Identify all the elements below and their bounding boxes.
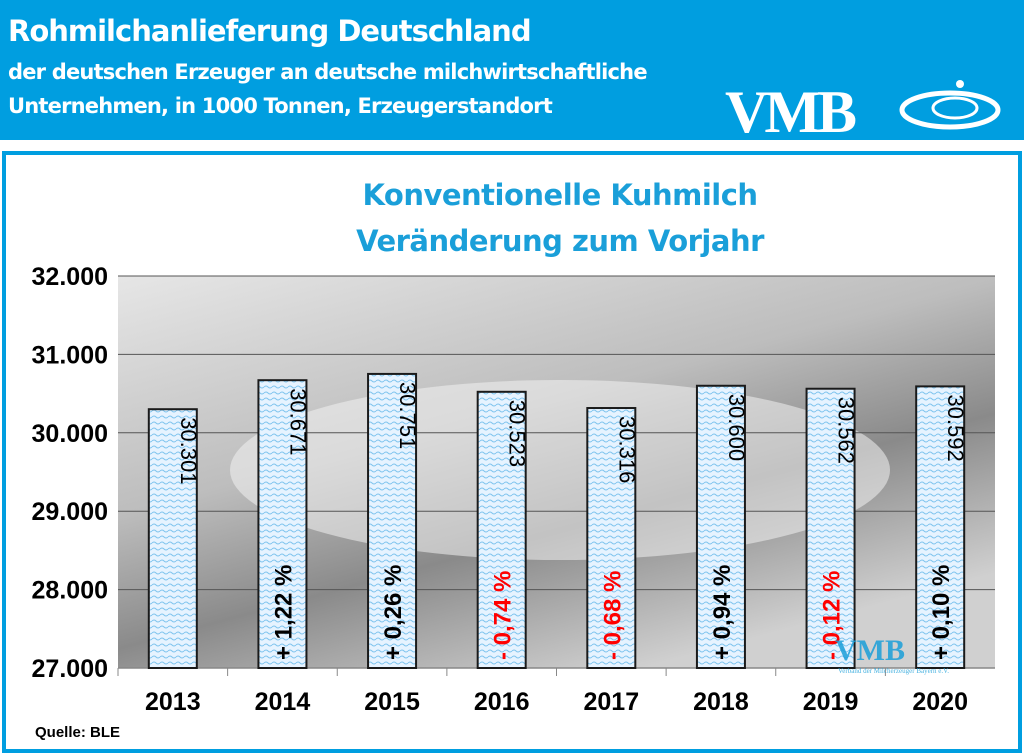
- source-note: Quelle: BLE: [35, 724, 121, 741]
- change-label: - 0,74 %: [490, 571, 517, 660]
- x-tick-label: 2016: [474, 688, 530, 716]
- change-label: - 0,12 %: [819, 571, 846, 660]
- value-label: 30.751: [395, 382, 420, 449]
- header-title: Rohmilchanlieferung Deutschland: [8, 14, 532, 48]
- y-tick-label: 27.000: [32, 655, 108, 683]
- y-tick-label: 30.000: [32, 420, 108, 448]
- bar-2020: [915, 385, 966, 669]
- logo-swirl-icon: [899, 80, 1001, 130]
- x-tick-label: 2014: [255, 688, 311, 716]
- bar-2019: [805, 387, 856, 669]
- watermark-logo: VMB: [835, 634, 905, 667]
- bar-2014: [257, 379, 308, 669]
- header: Rohmilchanlieferung Deutschland der deut…: [0, 0, 1024, 142]
- value-label: 30.316: [614, 416, 639, 483]
- y-tick-label: 32.000: [32, 263, 108, 291]
- change-label: + 0,26 %: [380, 565, 407, 660]
- value-label: 30.301: [176, 417, 201, 484]
- x-tick-label: 2018: [693, 688, 749, 716]
- x-tick-label: 2020: [912, 688, 968, 716]
- header-subtitle-2: Unternehmen, in 1000 Tonnen, Erzeugersta…: [8, 94, 553, 118]
- change-label: - 0,68 %: [599, 571, 626, 660]
- bar-2018: [695, 384, 746, 669]
- bar-2016: [476, 390, 527, 669]
- value-label: 30.600: [724, 394, 749, 461]
- change-label: + 0,10 %: [928, 565, 955, 660]
- change-label: + 1,22 %: [270, 565, 297, 660]
- y-tick-label: 29.000: [32, 498, 108, 526]
- y-tick-label: 31.000: [32, 341, 108, 369]
- bar-2013: [147, 408, 198, 669]
- value-label: 30.523: [505, 400, 530, 467]
- chart-title: Konventionelle Kuhmilch: [362, 178, 758, 212]
- value-label: 30.671: [285, 388, 310, 455]
- vmb-logo: VMB: [725, 80, 1001, 142]
- milk-splash-highlight: [230, 380, 890, 560]
- y-tick-label: 28.000: [32, 577, 108, 605]
- value-label: 30.592: [943, 394, 968, 461]
- value-label: 30.562: [834, 397, 859, 464]
- x-tick-label: 2015: [364, 688, 420, 716]
- bar-2015: [367, 372, 418, 669]
- header-subtitle-1: der deutschen Erzeuger an deutsche milch…: [8, 60, 648, 84]
- change-label: + 0,94 %: [709, 565, 736, 660]
- x-tick-label: 2017: [584, 688, 640, 716]
- x-tick-label: 2013: [145, 688, 201, 716]
- x-tick-label: 2019: [803, 688, 859, 716]
- watermark-text: Verband der Milcherzeuger Bayern e.V.: [838, 667, 949, 675]
- chart-subtitle: Veränderung zum Vorjahr: [356, 224, 764, 258]
- bar-2017: [586, 407, 637, 669]
